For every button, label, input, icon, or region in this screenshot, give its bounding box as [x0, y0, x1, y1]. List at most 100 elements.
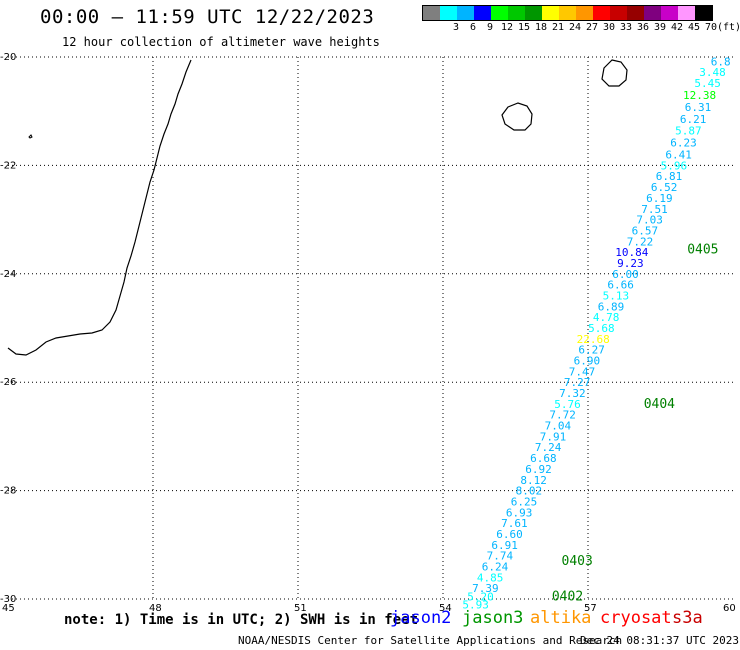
latitude-tick-label: -22 [0, 160, 16, 171]
swh-value-label: 5.93 [462, 598, 489, 611]
track-time-label: 0404 [644, 397, 675, 412]
legend-swatch [610, 6, 627, 20]
color-legend: 3 6 9 12 15 18 21 24 27 30 33 36 39 42 45 70 (ft) [422, 5, 740, 35]
legend-tick-label: 42 [670, 22, 684, 33]
swh-value-label: 7.22 [627, 235, 654, 248]
longitude-tick-label: 57 [584, 603, 597, 614]
satellite-legend-item: jason3 [462, 608, 524, 628]
swh-value-label: 6.91 [491, 539, 518, 552]
swh-value-label: 6.19 [646, 192, 673, 205]
longitude-tick-label: 48 [149, 603, 162, 614]
swh-value-label: 10.84 [615, 246, 648, 259]
track-time-label: 0405 [687, 242, 718, 257]
swh-value-label: 7.04 [545, 420, 572, 433]
swh-value-label: 7.72 [549, 409, 576, 422]
legend-swatch [491, 6, 508, 20]
satellite-legend-item: altika [530, 608, 592, 628]
swh-value-label: 22.68 [577, 333, 610, 346]
mauritius-island-outline [601, 59, 628, 87]
swh-value-label: 8.12 [520, 474, 547, 487]
swh-value-label: 4.85 [477, 571, 504, 584]
legend-tick-label: 27 [585, 22, 599, 33]
swh-value-label: 6.23 [670, 137, 697, 150]
madagascar-coastline [7, 59, 192, 356]
swh-value-label: 6.41 [665, 149, 692, 162]
latitude-tick-label: -24 [0, 269, 16, 280]
legend-tick-label: 18 [534, 22, 548, 33]
latitude-tick-label: -26 [0, 377, 16, 388]
legend-unit: (ft) [716, 22, 740, 33]
latitude-tick-label: -28 [0, 486, 16, 497]
legend-tick-label: 33 [619, 22, 633, 33]
page-subtitle: 12 hour collection of altimeter wave hei… [62, 35, 380, 49]
swh-value-label: 5.45 [694, 77, 721, 90]
legend-tick-label: 21 [551, 22, 565, 33]
track-time-label: 0403 [562, 554, 593, 569]
track-labels-layer: 0402 0403 0404 0405 [552, 242, 719, 604]
swh-value-label: 12.38 [683, 89, 716, 102]
swh-value-label: 7.39 [472, 582, 499, 595]
legend-tick-label: 12 [500, 22, 514, 33]
legend-swatches [422, 5, 713, 21]
legend-tick-label: 9 [486, 22, 494, 33]
satellite-legend-item: cryosat [600, 608, 672, 628]
reunion-island-outline [501, 102, 533, 131]
swh-value-label: 7.24 [535, 441, 562, 454]
swh-value-label: 6.24 [482, 560, 509, 573]
swh-value-label: 7.03 [636, 214, 663, 227]
legend-swatch [423, 6, 440, 20]
swh-points-layer: 6.83.485.4512.386.316.215.876.236.415.96… [462, 55, 730, 611]
swh-value-label: 6.66 [607, 279, 634, 292]
swh-value-label: 6.89 [598, 300, 625, 313]
footnote: note: 1) Time is in UTC; 2) SWH is in fe… [64, 612, 419, 628]
page-title: 00:00 – 11:59 UTC 12/22/2023 [40, 6, 375, 28]
swh-value-label: 5.68 [588, 322, 615, 335]
swh-value-label: 5.87 [675, 125, 702, 138]
swh-value-label: 6.21 [680, 113, 707, 126]
legend-labels: 3 6 9 12 15 18 21 24 27 30 33 36 39 42 45 70 (ft) [422, 21, 740, 35]
longitude-tick-label: 51 [294, 603, 307, 614]
legend-tick-label: 30 [602, 22, 616, 33]
swh-value-label: 5.20 [467, 590, 494, 603]
legend-swatch [559, 6, 576, 20]
longitude-tick-label: 54 [439, 603, 452, 614]
satellite-legend-item: s3a [672, 608, 703, 628]
swh-value-label: 6.52 [651, 181, 678, 194]
legend-tick-label: 36 [636, 22, 650, 33]
swh-value-label: 5.76 [554, 398, 581, 411]
swh-value-label: 6.31 [685, 101, 712, 114]
latitude-tick-label: -20 [0, 52, 16, 63]
legend-swatch [644, 6, 661, 20]
grid-layer [8, 56, 733, 600]
swh-value-label: 6.00 [612, 268, 639, 281]
swh-value-label: 3.48 [699, 66, 726, 79]
legend-swatch [474, 6, 491, 20]
legend-swatch [593, 6, 610, 20]
swh-value-label: 6.93 [506, 506, 533, 519]
swh-value-label: 6.57 [632, 224, 659, 237]
swh-value-label: 7.51 [641, 203, 668, 216]
swh-value-label: 7.74 [487, 550, 514, 563]
islet-outline [28, 134, 33, 139]
swh-value-label: 6.81 [656, 170, 683, 183]
swh-value-label: 5.96 [661, 159, 688, 172]
legend-swatch [508, 6, 525, 20]
swh-value-label: 9.23 [617, 257, 644, 270]
legend-swatch [678, 6, 695, 20]
swh-value-label: 7.47 [569, 365, 596, 378]
swh-value-label: 6.27 [578, 344, 605, 357]
legend-tick-label: 39 [653, 22, 667, 33]
swh-value-label: 7.27 [564, 376, 591, 389]
longitude-tick-label: 60 [723, 603, 736, 614]
legend-swatch [576, 6, 593, 20]
legend-swatch [457, 6, 474, 20]
legend-swatch [627, 6, 644, 20]
swh-value-label: 7.91 [540, 430, 567, 443]
swh-value-label: 7.61 [501, 517, 528, 530]
legend-tick-label: 45 [687, 22, 701, 33]
swh-value-label: 7.32 [559, 387, 586, 400]
swh-value-label: 6.25 [511, 495, 538, 508]
legend-tick-label: 6 [469, 22, 477, 33]
swh-value-label: 6.92 [525, 463, 552, 476]
